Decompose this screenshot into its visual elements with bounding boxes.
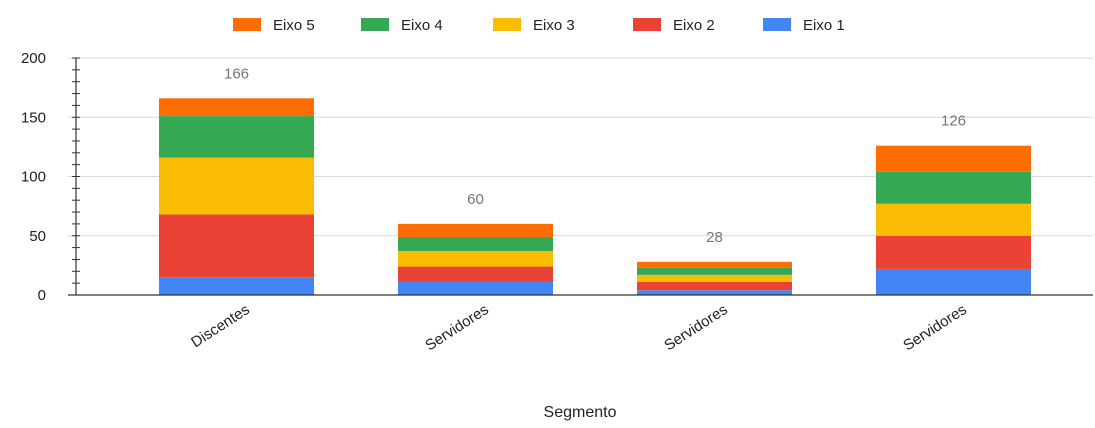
bar-segment [398, 266, 553, 282]
y-tick-label: 200 [21, 50, 46, 67]
bar-segment [398, 236, 553, 252]
legend-swatch [493, 18, 521, 31]
bar-segment [637, 290, 792, 295]
bar-segment [159, 157, 314, 215]
x-tick-label: Servidores [422, 301, 491, 354]
legend-swatch [233, 18, 261, 31]
bar-segment [398, 281, 553, 295]
bar-segment [876, 268, 1031, 295]
y-tick-label: 150 [21, 109, 46, 126]
bar-segment [159, 116, 314, 158]
bar-segment [876, 145, 1031, 172]
total-label: 28 [706, 229, 723, 246]
bar-segment [398, 251, 553, 267]
y-tick-label: 100 [21, 169, 46, 186]
total-label: 166 [224, 65, 249, 82]
x-axis-title: Segmento [544, 404, 617, 421]
data-labels: 166 60 28 126 [224, 65, 966, 246]
y-tick-label: 50 [29, 228, 46, 245]
bar-segment [876, 235, 1031, 269]
legend-swatch [361, 18, 389, 31]
bar-segment [159, 277, 314, 295]
legend: Eixo 5 Eixo 4 Eixo 3 Eixo 2 Eixo 1 [233, 17, 845, 34]
x-tick-label: Servidores [900, 301, 969, 354]
bar-segment [637, 274, 792, 282]
x-tick-label: Servidores [661, 301, 730, 354]
legend-swatch [633, 18, 661, 31]
bar-segment [159, 214, 314, 278]
total-label: 60 [467, 191, 484, 208]
total-label: 126 [941, 113, 966, 130]
bar-segment [876, 171, 1031, 204]
y-tick-label: 0 [38, 287, 46, 304]
bar-segment [398, 223, 553, 237]
bar-segment [159, 98, 314, 117]
legend-label: Eixo 4 [401, 17, 443, 34]
bar-segment [637, 281, 792, 291]
legend-label: Eixo 2 [673, 17, 715, 34]
bar-segment [637, 267, 792, 275]
legend-label: Eixo 5 [273, 17, 315, 34]
bars [159, 98, 1031, 295]
legend-swatch [763, 18, 791, 31]
legend-label: Eixo 3 [533, 17, 575, 34]
bar-segment [876, 203, 1031, 236]
legend-label: Eixo 1 [803, 17, 845, 34]
x-tick-label: Discentes [188, 301, 252, 351]
bar-segment [637, 261, 792, 268]
